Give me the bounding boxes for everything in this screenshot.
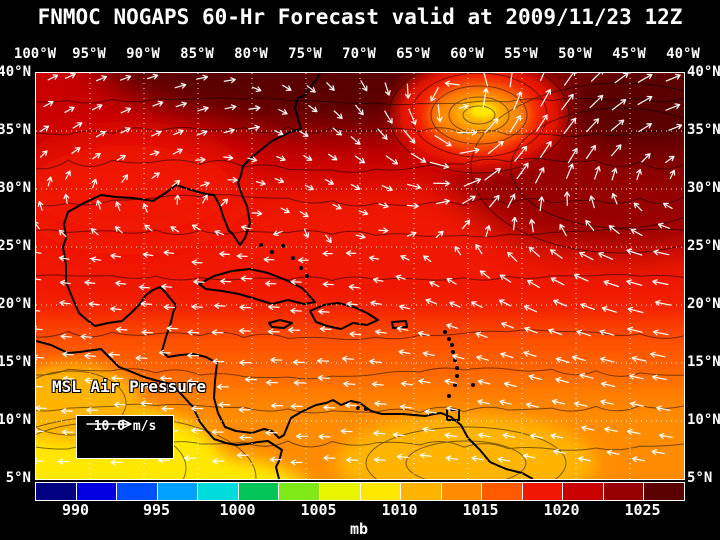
colorbar-tick: 1015 bbox=[462, 501, 499, 519]
lat-label: 25°N bbox=[0, 238, 31, 254]
colorbar-segment bbox=[117, 483, 158, 500]
lon-label: 60°W bbox=[450, 46, 484, 62]
lat-label: 35°N bbox=[0, 122, 31, 138]
lat-label: 15°N bbox=[0, 354, 31, 370]
lon-label: 70°W bbox=[342, 46, 376, 62]
colorbar-tick: 1020 bbox=[543, 501, 580, 519]
colorbar-segment bbox=[522, 483, 564, 500]
colorbar-segment bbox=[360, 483, 402, 500]
latitude-axis-left: 40°N 35°N 30°N 25°N 20°N 15°N 10°N 5°N bbox=[0, 0, 33, 540]
lon-label: 90°W bbox=[126, 46, 160, 62]
lon-label: 85°W bbox=[180, 46, 214, 62]
page-title: FNMOC NOGAPS 60-Hr Forecast valid at 200… bbox=[37, 5, 683, 29]
colorbar-segment bbox=[36, 483, 77, 500]
lat-lon-grid bbox=[36, 73, 684, 479]
lat-label: 40°N bbox=[687, 64, 720, 80]
colorbar-tick: 995 bbox=[142, 501, 171, 519]
lon-label: 45°W bbox=[612, 46, 646, 62]
lon-label: 55°W bbox=[504, 46, 538, 62]
wind-vectors bbox=[36, 73, 683, 466]
colorbar-tick: 990 bbox=[61, 501, 90, 519]
colorbar-tick: 1025 bbox=[624, 501, 661, 519]
wind-scale-legend: 10.0 m/s bbox=[76, 415, 174, 459]
colorbar-tick-labels: 990 995 1000 1005 1010 1015 1020 1025 bbox=[0, 501, 720, 519]
colorbar-segment bbox=[238, 483, 280, 500]
colorbar-segment bbox=[198, 483, 239, 500]
lat-label: 30°N bbox=[687, 180, 720, 196]
field-label: MSL Air Pressure bbox=[52, 377, 207, 396]
lon-label: 100°W bbox=[13, 46, 57, 62]
lon-label: 80°W bbox=[234, 46, 268, 62]
colorbar-tick: 1000 bbox=[219, 501, 256, 519]
colorbar-tick: 1005 bbox=[300, 501, 337, 519]
colorbar-units-label: mb bbox=[349, 520, 369, 538]
colorbar-segment bbox=[482, 483, 523, 500]
colorbar-segment bbox=[76, 483, 118, 500]
island-dots bbox=[259, 243, 475, 411]
lat-label: 20°N bbox=[687, 296, 720, 312]
colorbar-segment bbox=[603, 483, 645, 500]
lat-label: 30°N bbox=[0, 180, 31, 196]
colorbar-segment bbox=[441, 483, 483, 500]
lat-label: 10°N bbox=[0, 412, 31, 428]
colorbar-segment bbox=[563, 483, 604, 500]
lat-label: 25°N bbox=[687, 238, 720, 254]
lon-label: 75°W bbox=[288, 46, 322, 62]
map-area: MSL Air Pressure 10.0 m/s bbox=[35, 72, 685, 480]
lon-label: 95°W bbox=[72, 46, 106, 62]
lat-label: 10°N bbox=[687, 412, 720, 428]
coastlines bbox=[36, 73, 534, 479]
colorbar-segment bbox=[319, 483, 361, 500]
colorbar-tick: 1010 bbox=[381, 501, 418, 519]
lon-label: 40°W bbox=[666, 46, 700, 62]
colorbar-segment bbox=[279, 483, 320, 500]
lon-label: 50°W bbox=[558, 46, 592, 62]
lat-label: 40°N bbox=[0, 64, 31, 80]
colorbar-segment bbox=[401, 483, 442, 500]
map-svg bbox=[36, 73, 684, 479]
lon-label: 65°W bbox=[396, 46, 430, 62]
lat-label: 35°N bbox=[687, 122, 720, 138]
latitude-axis-right: 40°N 35°N 30°N 25°N 20°N 15°N 10°N 5°N bbox=[686, 0, 720, 540]
colorbar-segment bbox=[644, 483, 684, 500]
lat-label: 15°N bbox=[687, 354, 720, 370]
colorbar-segment bbox=[157, 483, 199, 500]
wind-scale-arrow-icon bbox=[86, 419, 132, 429]
longitude-axis: 100°W 95°W 90°W 85°W 80°W 75°W 70°W 65°W 60°W 55°… bbox=[14, 46, 700, 63]
lat-label: 5°N bbox=[5, 470, 31, 486]
lat-label: 5°N bbox=[687, 470, 713, 486]
colorbar bbox=[35, 482, 685, 501]
lat-label: 20°N bbox=[0, 296, 31, 312]
